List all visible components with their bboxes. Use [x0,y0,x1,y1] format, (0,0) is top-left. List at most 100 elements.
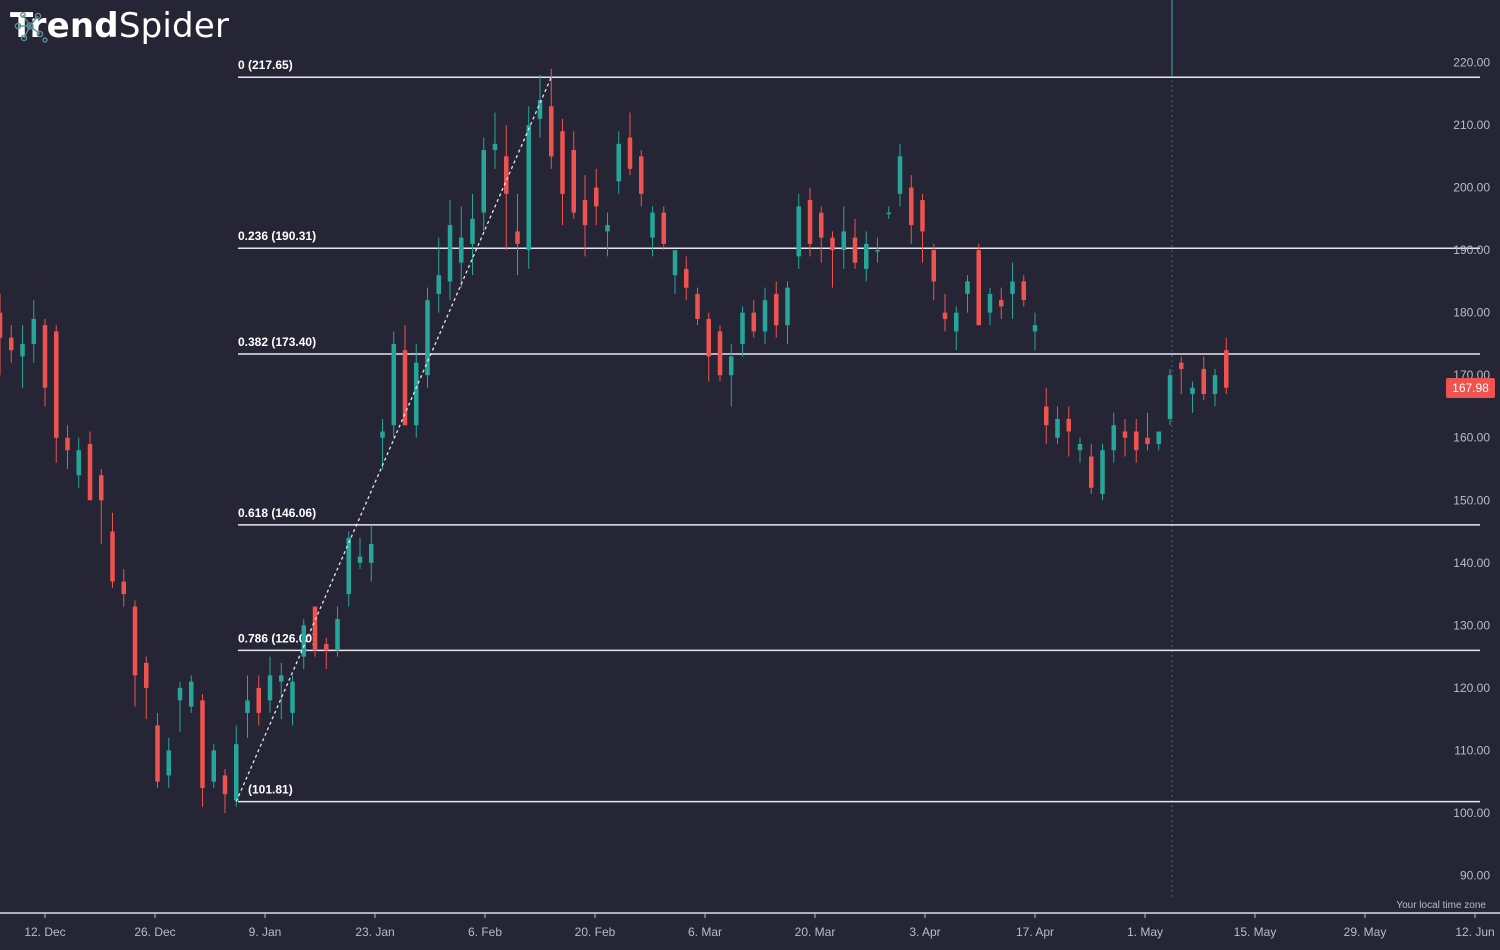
candle-body [627,137,633,169]
fib-level-label: 0.382 (173.40) [238,335,316,349]
candle-body [222,775,228,795]
candle-body [729,356,734,376]
candle-body [132,606,138,676]
candle-body [976,250,981,326]
candle-body [414,362,419,426]
candle-body [357,556,363,563]
candle-body [1179,362,1184,369]
candle-body [267,675,273,701]
candle-body [920,200,925,232]
candle-body [897,156,903,194]
candle-body [819,212,824,238]
candle-body [1156,431,1161,444]
candle-body [234,744,239,801]
candle-body [0,312,3,338]
candle-body [447,225,453,282]
candle-body [425,300,430,376]
candle-body [1055,418,1060,438]
fib-level-label: 0.786 (126.00) [238,631,316,645]
candle-body [1100,450,1105,495]
x-tick-label: 17. Apr [1016,925,1054,939]
candle-body [1145,437,1150,444]
last-price-badge: 167.98 [1446,377,1495,398]
candle-body [177,687,183,701]
candle-body [110,531,115,582]
x-tick-label: 15. May [1234,925,1277,939]
candle-body [751,312,756,332]
candle-body [549,106,554,157]
candle-body [909,187,914,226]
y-tick-label: 200.00 [1453,181,1490,195]
y-tick-label: 140.00 [1453,556,1490,570]
candle-body [954,312,959,332]
candle-body [672,250,678,276]
candle-body [504,156,509,194]
candle-body [717,331,723,376]
fib-level-label: 0.618 (146.06) [238,506,316,520]
candle-body [1122,431,1128,438]
fibonacci-retracement[interactable]: 0 (217.65) 0.236 (190.31) 0.382 (173.40) 0.… [238,58,1480,803]
candle-body [31,318,36,344]
candle-body [436,275,441,294]
timezone-label: Your local time zone [1396,900,1486,911]
y-axis: 220.00210.00200.00190.00180.00170.00160.… [1453,56,1490,883]
candle-body [931,250,936,282]
x-tick-label: 23. Jan [355,925,394,939]
candle-body [1077,443,1083,451]
candle-body [605,225,610,232]
candle-body [324,644,329,651]
candle-body [301,625,306,657]
candle-body [20,343,25,357]
candle-body [886,212,891,215]
candle-body [684,268,689,288]
y-tick-label: 90.00 [1460,868,1490,882]
trendspider-logo: TrendSpider [10,6,229,46]
candle-body [99,475,104,501]
candle-body [1224,350,1229,388]
candle-body [999,300,1004,307]
candle-body [9,337,14,351]
x-tick-label: 20. Mar [795,925,836,939]
x-tick-label: 29. May [1344,925,1387,939]
candle-body [402,350,408,426]
candle-body [290,681,295,713]
candle-body [245,700,250,713]
candle-body [121,581,126,595]
candle-body [785,287,790,326]
candle-body [864,243,869,269]
candle-body [470,218,475,244]
y-tick-label: 110.00 [1454,743,1490,757]
x-tick-label: 6. Mar [688,925,722,939]
candle-body [87,443,93,501]
candle-body [492,143,498,151]
spider-logo-icon [14,12,48,43]
candle-body [841,231,846,251]
candle-body [515,231,520,244]
y-tick-label: 210.00 [1453,118,1490,132]
candle-body [346,537,351,595]
candle-body [1201,368,1206,394]
candle-body [211,750,216,782]
candle-body [526,125,531,251]
candle-body [155,725,160,782]
x-tick-label: 9. Jan [249,925,282,939]
candle-body [571,150,576,213]
x-tick-label: 1. May [1127,925,1163,939]
x-tick-label: 6. Feb [468,925,502,939]
y-tick-label: 120.00 [1453,681,1490,695]
candle-body [639,156,644,194]
candle-body [54,331,59,438]
candle-body [279,675,284,682]
candle-body [256,687,261,713]
candles [0,68,1229,813]
candle-body [312,606,318,651]
y-tick-label: 100.00 [1453,806,1490,820]
candle-body [189,681,194,707]
x-tick-label: 26. Dec [134,925,175,939]
candle-body [650,212,655,238]
candle-body [807,200,813,244]
candle-body [774,293,779,326]
y-tick-label: 160.00 [1453,431,1490,445]
candle-body [42,325,48,388]
